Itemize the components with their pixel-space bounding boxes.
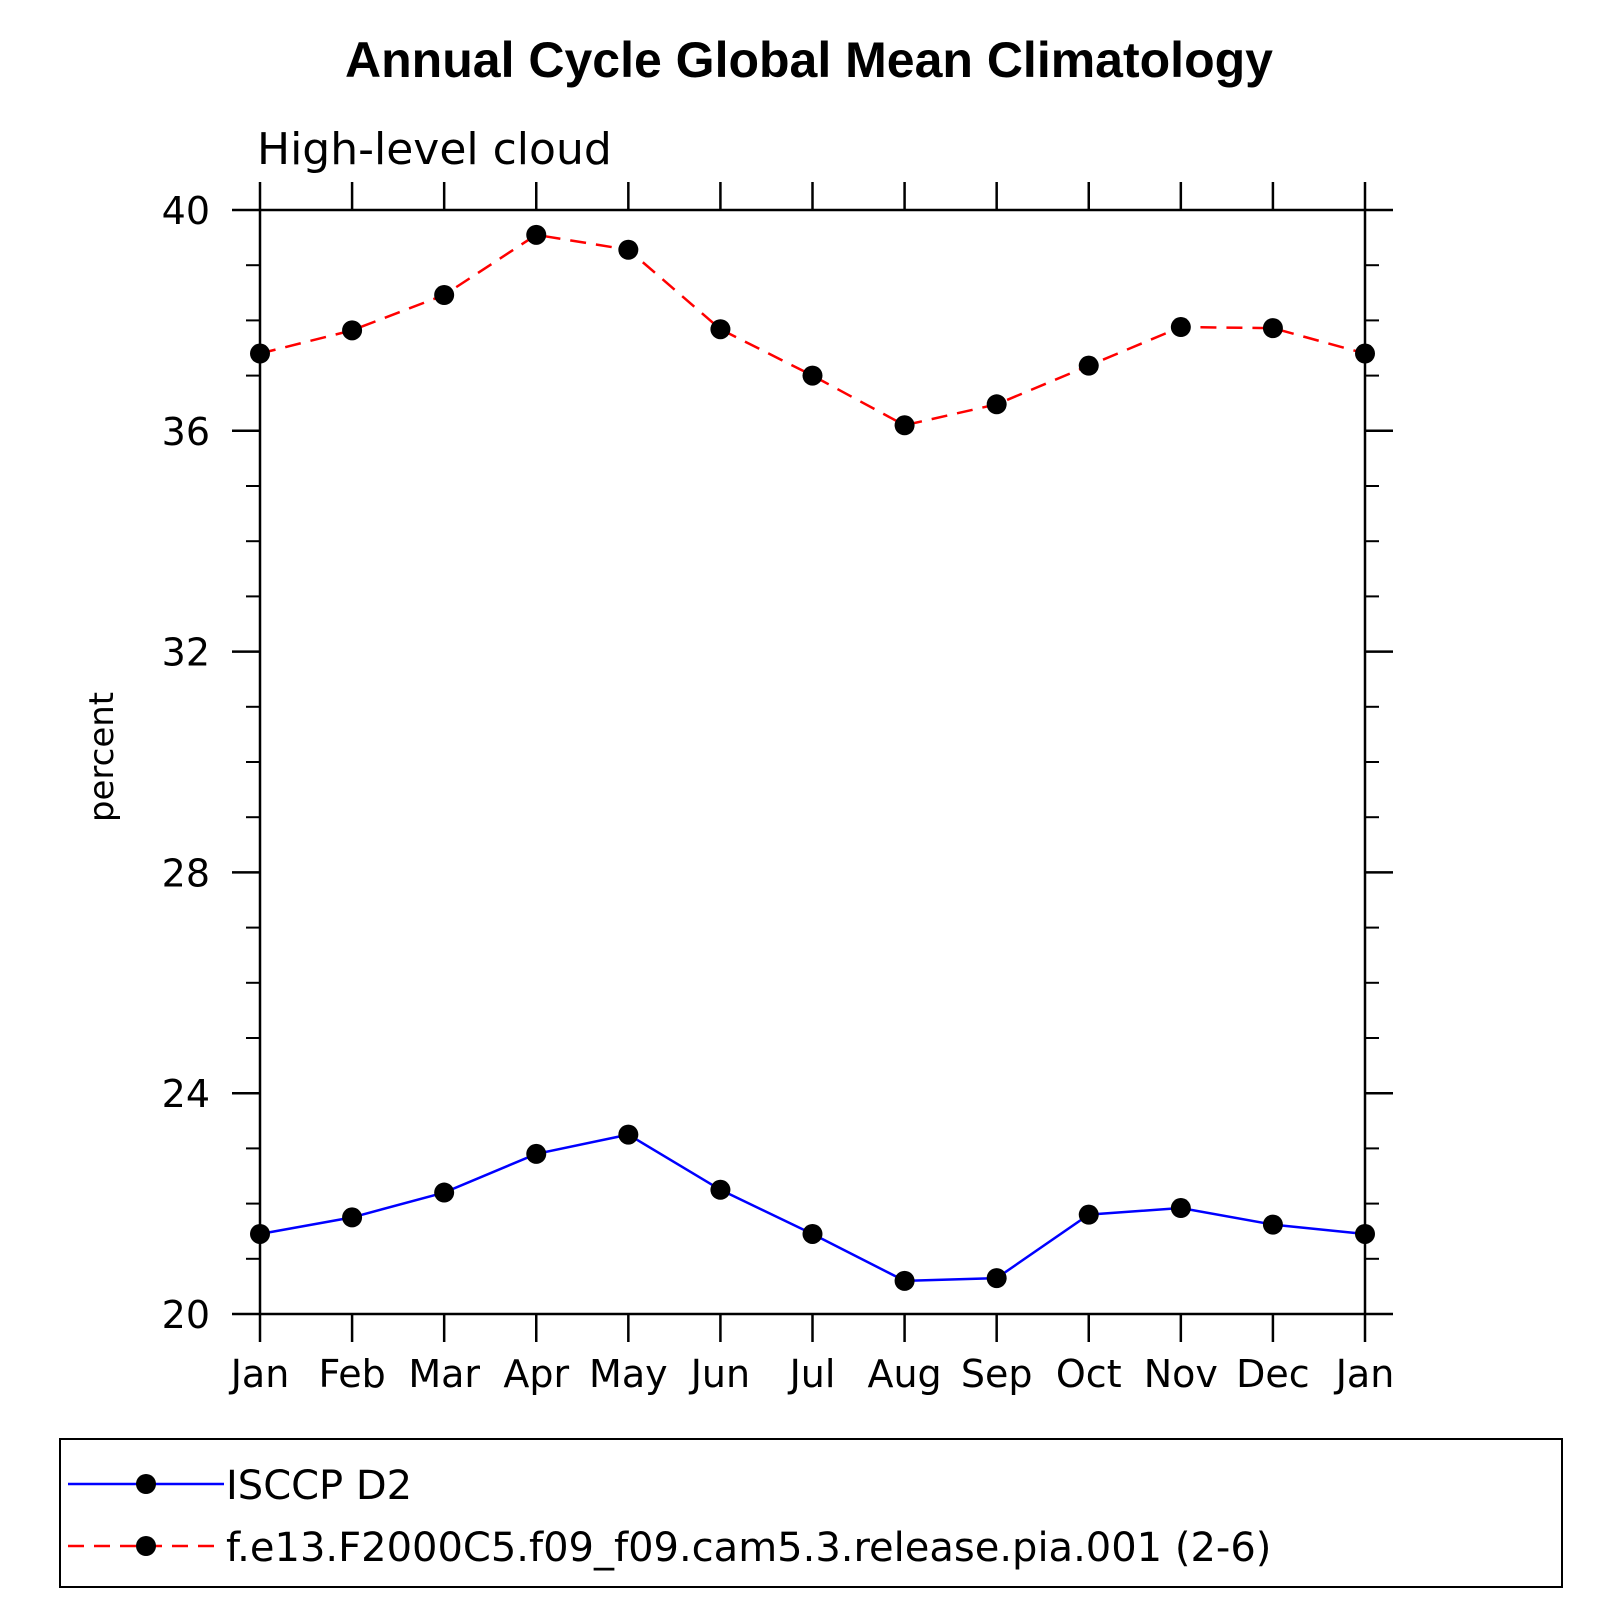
x-tick-label: Mar: [408, 1352, 480, 1396]
x-tick-label: Nov: [1144, 1352, 1218, 1396]
x-tick-label: Aug: [867, 1352, 941, 1396]
series-0-point: [1170, 1198, 1191, 1219]
legend-marker-0: [136, 1474, 156, 1494]
series-1-point: [526, 224, 547, 245]
chart-subtitle: High-level cloud: [257, 124, 612, 175]
legend-box: [59, 1438, 1563, 1588]
x-tick-label: Sep: [961, 1352, 1033, 1396]
y-tick-label: 28: [162, 851, 210, 895]
series-1-point: [986, 394, 1007, 415]
chart-title: Annual Cycle Global Mean Climatology: [345, 32, 1273, 88]
series-0-point: [802, 1223, 823, 1244]
y-tick-label: 32: [162, 631, 210, 675]
x-tick-label: Oct: [1056, 1352, 1122, 1396]
series-1-point: [1355, 343, 1375, 364]
series-1-point: [1078, 355, 1099, 376]
legend-marker-1: [136, 1536, 156, 1556]
x-tick-label: Jan: [1334, 1352, 1395, 1396]
legend-label-1: f.e13.F2000C5.f09_f09.cam5.3.release.pia…: [226, 1525, 1271, 1571]
series-1-point: [618, 239, 639, 260]
series-0-point: [1262, 1214, 1283, 1235]
legend-label-0: ISCCP D2: [226, 1463, 412, 1509]
series-1-point: [434, 285, 455, 306]
series-1-point: [802, 365, 823, 386]
series-1-point: [1262, 318, 1283, 339]
series-0-point: [1078, 1204, 1099, 1225]
series-1-point: [1170, 317, 1191, 338]
series-1-point: [710, 319, 731, 340]
x-tick-label: May: [589, 1352, 668, 1396]
y-tick-label: 40: [162, 189, 210, 233]
x-tick-label: Apr: [503, 1352, 569, 1396]
x-tick-label: Dec: [1236, 1352, 1310, 1396]
y-tick-label: 24: [162, 1072, 210, 1116]
plot-axes: Jan Feb Mar Apr May Jun Jul Aug Sep Oct Nov Dec Jan 2…: [162, 182, 1395, 1396]
x-tick-label: Feb: [318, 1352, 385, 1396]
series-0-point: [986, 1268, 1007, 1289]
series-line-0: [259, 1133, 1366, 1283]
series-0-point: [710, 1179, 731, 1200]
series-0-point: [618, 1124, 639, 1145]
x-tick-label: Jul: [788, 1352, 836, 1396]
y-axis-label: percent: [82, 692, 122, 822]
series-1-point: [250, 343, 270, 364]
legend: ISCCP D2 f.e13.F2000C5.f09_f09.cam5.3.rel…: [59, 1438, 1563, 1588]
series-1-point: [894, 415, 915, 436]
series-1-point: [342, 320, 363, 341]
series-0-point: [250, 1223, 270, 1244]
plot-series: [250, 224, 1375, 1291]
series-0-point: [342, 1207, 363, 1228]
x-tick-label: Jun: [689, 1352, 750, 1396]
y-tick-label: 20: [162, 1293, 210, 1337]
series-0-point: [526, 1143, 547, 1164]
series-0-point: [894, 1270, 915, 1291]
y-tick-label: 36: [162, 410, 210, 454]
x-tick-label: Jan: [229, 1352, 290, 1396]
series-0-point: [1355, 1223, 1375, 1244]
series-line-1: [259, 233, 1366, 427]
series-0-point: [434, 1182, 455, 1203]
